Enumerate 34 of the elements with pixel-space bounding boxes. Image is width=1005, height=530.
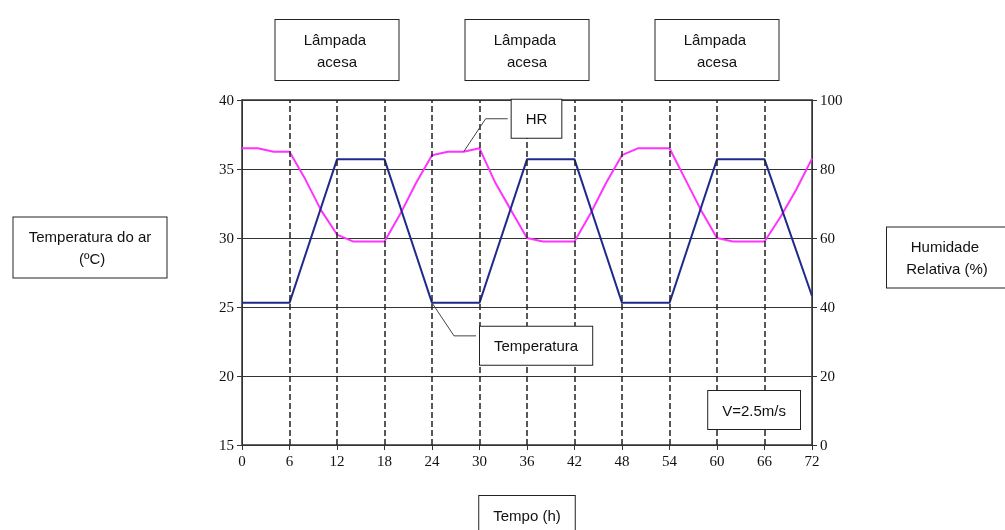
y2-tick-label: 60 [820, 230, 835, 246]
x-tick-label: 60 [709, 452, 725, 469]
x-tick-label: 12 [329, 452, 345, 469]
y2-tick-label: 20 [820, 368, 835, 384]
text: HR [525, 110, 548, 128]
x-tick-label: 72 [804, 452, 820, 469]
x-tick-label: 42 [567, 452, 582, 469]
text: Lâmpada acesa [683, 30, 751, 70]
y-axis-title: Temperatura do ar (ºC) [28, 228, 152, 267]
y2-axis-title: Humidade Relativa (%) [906, 238, 988, 277]
y2-tick-label: 80 [820, 161, 835, 177]
x-tick-label: 18 [377, 452, 392, 469]
x-tick-label: 0 [238, 452, 246, 469]
y-tick-label: 30 [219, 230, 234, 246]
y-tick-label: 40 [219, 92, 234, 108]
annotation: V=2.5m/s [722, 401, 786, 419]
y2-tick-label: 0 [820, 437, 828, 453]
y-tick-label: 25 [219, 299, 234, 315]
text: Lâmpada acesa [303, 30, 371, 70]
x-tick-label: 24 [424, 452, 440, 469]
y-tick-label: 15 [219, 437, 234, 453]
text: Temperatura [494, 337, 579, 355]
y-tick-label: 20 [219, 368, 234, 384]
x-tick-label: 54 [662, 452, 678, 469]
x-tick-label: 48 [614, 452, 630, 469]
x-axis-title: Tempo (h) [493, 506, 561, 524]
x-tick-label: 66 [757, 452, 773, 469]
y-tick-label: 35 [219, 161, 234, 177]
x-tick-label: 6 [285, 452, 294, 469]
x-tick-label: 30 [472, 452, 487, 469]
y2-tick-label: 100 [820, 92, 843, 108]
y2-tick-label: 40 [820, 299, 835, 315]
text: Lâmpada acesa [493, 30, 561, 70]
x-tick-label: 36 [519, 452, 535, 469]
